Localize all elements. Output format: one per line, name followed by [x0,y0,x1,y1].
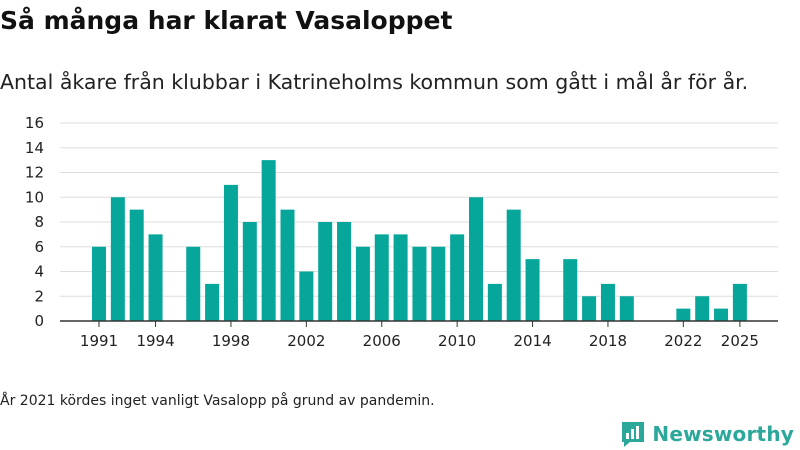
x-tick-label: 2025 [721,332,759,350]
brand-logo: Newsworthy [620,420,794,448]
bar-chart: 0 2 4 6 8 10 12 14 16 1991 1994 1998 2002 2006 2010 201… [25,114,778,350]
bar-2012 [487,283,502,321]
bar-2023 [695,296,710,321]
bar-2009 [431,246,446,321]
bar-2022 [676,308,691,321]
bar-2001 [280,209,295,321]
bar-2017 [582,296,597,321]
bar-2019 [619,296,634,321]
y-tick-label: 2 [34,287,44,305]
x-tick-label: 1994 [136,332,174,350]
bar-1992 [110,197,125,321]
y-tick-label: 16 [25,114,44,132]
y-tick-label: 6 [34,238,44,256]
bar-2025 [732,283,747,321]
x-tick-label: 2006 [363,332,401,350]
x-tick-label: 2014 [513,332,551,350]
bar-2010 [450,234,465,321]
bar-1994 [148,234,163,321]
bar-2008 [412,246,427,321]
bar-2013 [506,209,521,321]
chart-subtitle: Antal åkare från klubbar i Katrineholms … [0,70,749,94]
brand-name: Newsworthy [652,422,794,446]
bar-1996 [186,246,201,321]
bar-1991 [92,246,106,321]
bar-1997 [205,283,220,321]
bar-2007 [393,234,408,321]
bar-2003 [318,222,333,321]
bar-2011 [469,197,483,321]
bar-2004 [337,222,352,321]
x-tick-label: 2022 [664,332,702,350]
y-tick-label: 0 [34,312,44,330]
bar-2018 [600,283,615,321]
bar-1998 [223,184,238,321]
footnote: År 2021 kördes inget vanligt Vasalopp på… [0,393,435,409]
x-tick-label: 1998 [212,332,250,350]
bar-2016 [563,259,578,321]
bar-1993 [129,209,144,321]
y-tick-label: 10 [25,188,44,206]
bar-2000 [261,160,276,321]
bar-2006 [374,234,389,321]
bar-2014 [525,259,540,321]
chart-title: Så många har klarat Vasaloppet [0,6,453,35]
y-tick-label: 8 [34,213,44,231]
y-tick-label: 14 [25,139,44,157]
x-tick-label: 2018 [589,332,627,350]
x-tick-label: 2010 [438,332,476,350]
y-tick-label: 12 [25,164,44,182]
bar-2024 [714,308,729,321]
bar-1999 [242,222,257,321]
bar-2002 [299,271,314,321]
bar-2005 [355,246,370,321]
x-tick-label: 2002 [287,332,325,350]
newsworthy-logo-icon [622,422,645,447]
y-tick-label: 4 [34,263,44,281]
x-tick-label: 1991 [80,332,118,350]
